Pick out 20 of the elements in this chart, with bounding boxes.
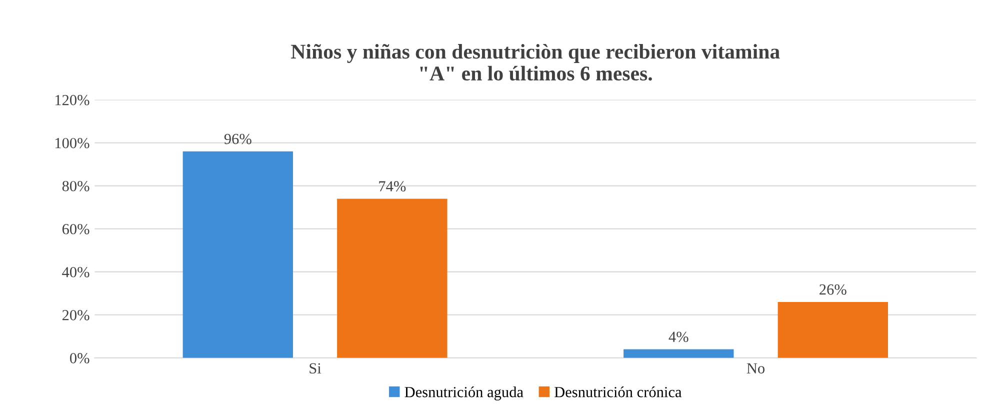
y-tick-label: 100% [55,138,90,148]
bar [778,302,888,358]
chart-title: Niños y niñas con desnutriciòn que recibieron vitamina "A" en lo últimos 6 meses. [291,44,780,81]
x-tick-label: Si [310,363,322,374]
bar [337,198,448,358]
x-tick-label: No [746,363,765,374]
y-tick-label: 40% [62,266,90,278]
data-label: 26% [820,284,846,295]
legend-label: Desnutrición aguda [404,386,524,400]
data-label: 96% [224,134,252,144]
y-tick-label: 60% [62,224,90,234]
data-label: 74% [379,181,406,192]
y-tick-label: 0% [70,353,90,364]
y-tick-label: 20% [62,310,90,320]
bar [624,349,734,358]
data-label: 4% [668,332,688,342]
bar [182,151,293,358]
y-tick-label: 80% [62,180,90,192]
legend-label: Desnutrición crónica [554,386,682,398]
y-tick-label: 120% [55,94,90,106]
